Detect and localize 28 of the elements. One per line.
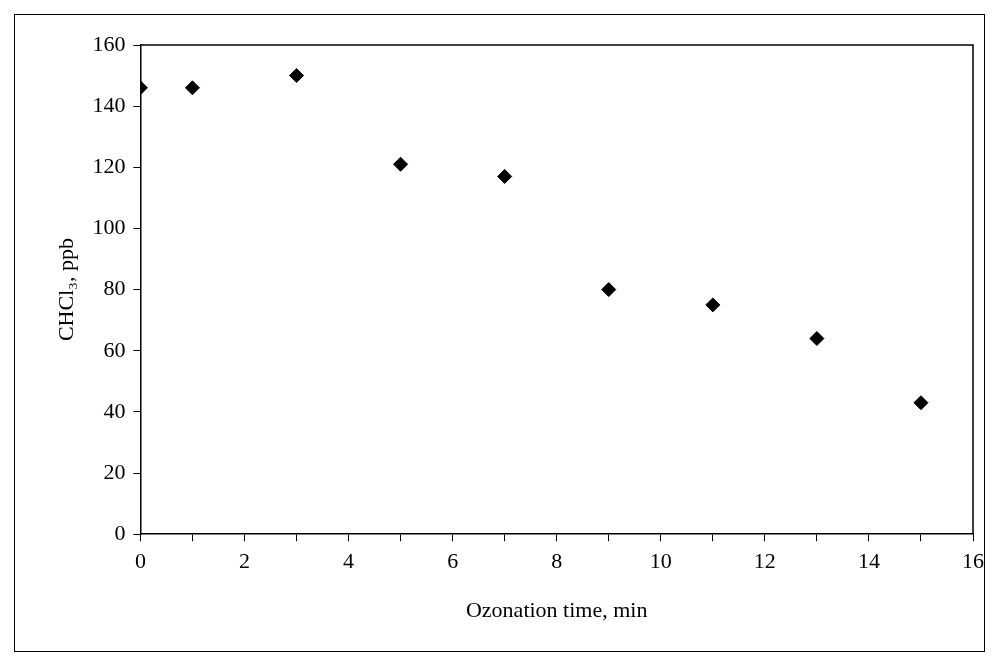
y-tick-label: 160	[92, 30, 126, 56]
x-tick-label: 12	[753, 548, 776, 574]
x-tick-label: 16	[962, 548, 984, 574]
point	[289, 68, 305, 84]
point	[393, 156, 409, 172]
y-tick-label: 60	[103, 336, 126, 362]
point	[184, 80, 200, 96]
y-tick-label: 140	[92, 91, 126, 117]
y-tick-label: 0	[114, 519, 126, 545]
y-tick-label: 100	[92, 214, 126, 240]
point	[809, 331, 825, 347]
y-tick-label: 120	[92, 153, 126, 179]
x-tick-label: 6	[447, 548, 459, 574]
point	[913, 395, 929, 411]
point	[705, 297, 721, 313]
y-tick-label: 20	[103, 458, 126, 484]
x-tick-label: 2	[238, 548, 250, 574]
y-tick-label: 40	[103, 397, 126, 423]
y-axis-title: CHCl₃, ppb	[52, 238, 78, 342]
x-tick-label: 10	[649, 548, 672, 574]
x-tick-label: 0	[134, 548, 146, 574]
x-axis-title: Ozonation time, min	[465, 596, 648, 622]
point	[601, 282, 617, 298]
x-tick-label: 8	[551, 548, 563, 574]
point	[497, 168, 513, 184]
x-tick-label: 4	[343, 548, 355, 574]
x-tick-label: 14	[857, 548, 880, 574]
y-tick-label: 80	[103, 275, 126, 301]
